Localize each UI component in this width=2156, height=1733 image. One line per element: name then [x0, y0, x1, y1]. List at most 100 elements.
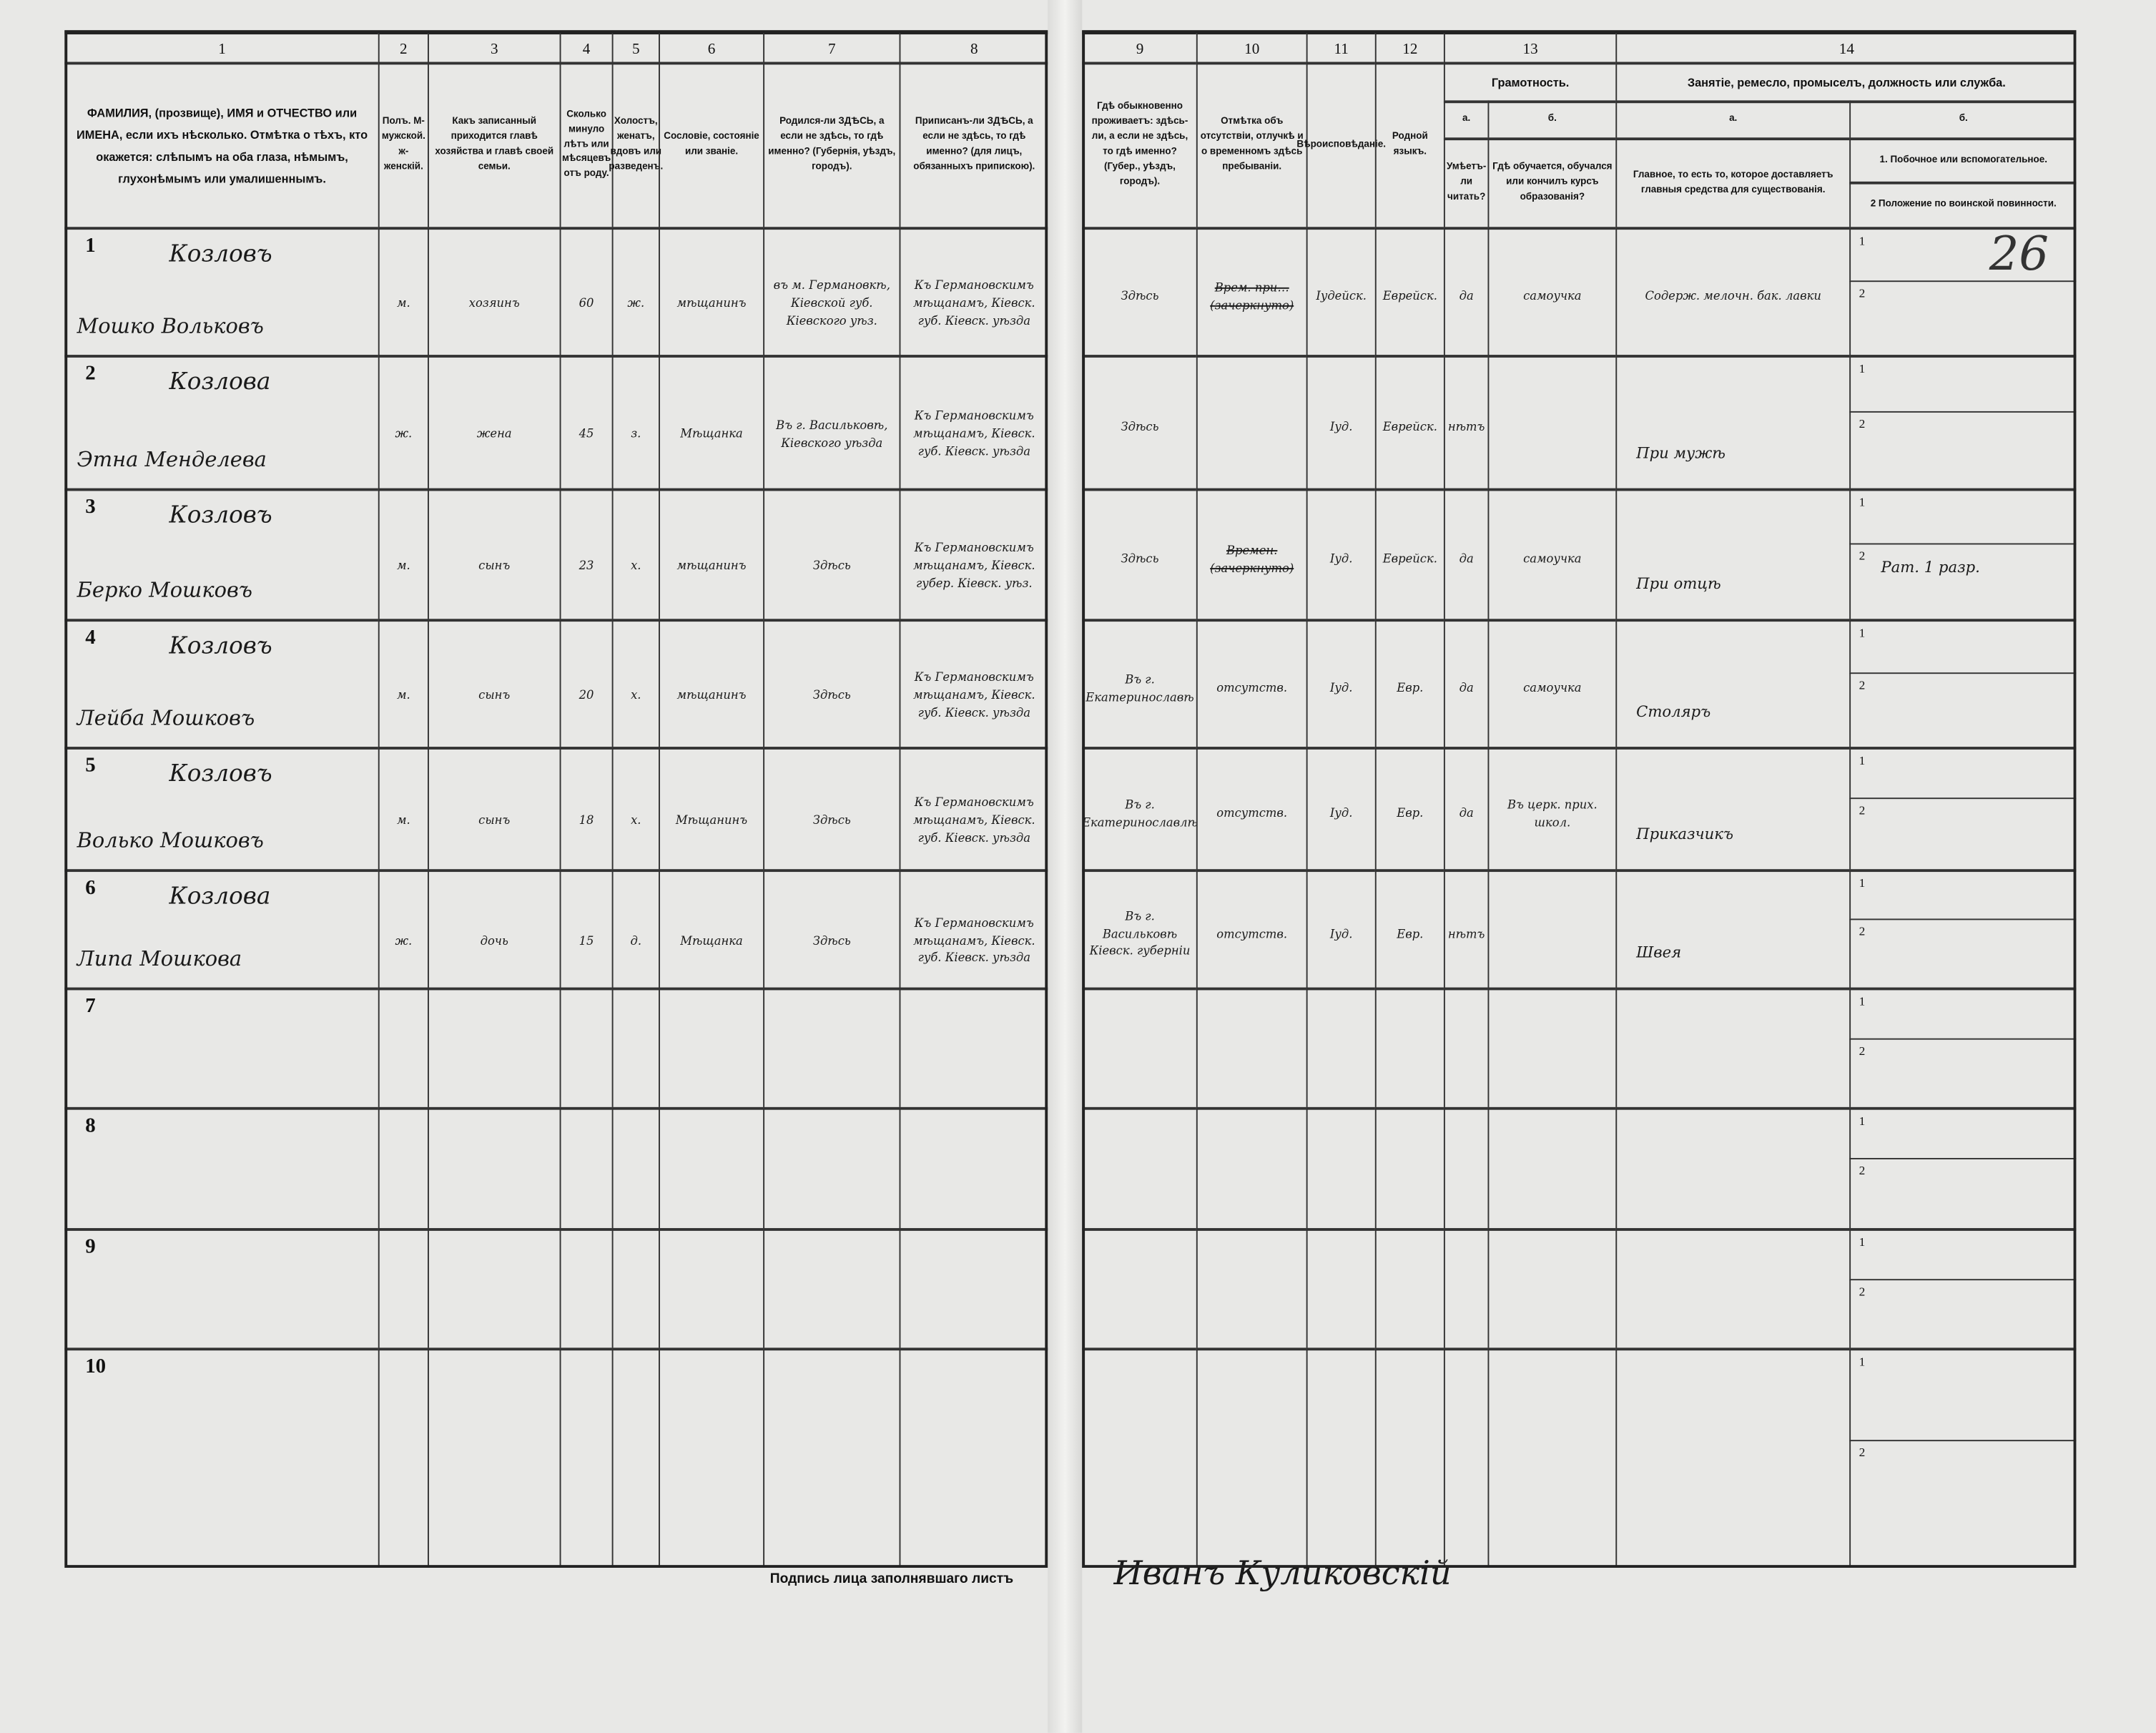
cell-religion [1306, 1347, 1375, 1568]
cell-occupation-side: 1 [1849, 488, 2077, 544]
surname: Козловъ [169, 632, 272, 660]
cell-residence: Здѣсь [1082, 355, 1196, 489]
cell-marital: х. [611, 488, 659, 619]
cell-can_read [1443, 1106, 1488, 1229]
cell-language [1374, 1228, 1444, 1348]
row-number: 6 [85, 877, 96, 900]
cell-language [1374, 1347, 1444, 1568]
cell-age [559, 1106, 612, 1229]
cell-can_read: нѣтъ [1443, 869, 1488, 988]
cell-language: Евр. [1374, 747, 1444, 870]
row-number: 4 [85, 627, 96, 649]
cell-can_read [1443, 987, 1488, 1107]
column-number: 6 [659, 30, 764, 62]
cell-birthplace [763, 1106, 900, 1229]
signature: Иванъ Куликовскій [1113, 1553, 1452, 1593]
cell-relation [427, 987, 560, 1107]
header-c14: Занятіе, ремесло, промыселъ, должность и… [1615, 62, 2077, 101]
header-c2: Полъ. М-мужской. ж-женскій. [378, 62, 428, 227]
cell-estate [659, 1228, 764, 1348]
person-name-cell: 8 [64, 1106, 378, 1229]
cell-language: Евр. [1374, 869, 1444, 988]
cell-can_read: да [1443, 619, 1488, 747]
given-names: Этна Менделева [77, 446, 267, 472]
header-c4: Сколько минуло лѣтъ или мѣсяцевъ отъ род… [559, 62, 612, 227]
cell-education [1487, 1228, 1616, 1348]
header-c13b-letter: б. [1487, 100, 1616, 138]
column-number: 4 [559, 30, 612, 62]
cell-birthplace [763, 1347, 900, 1568]
row-number: 3 [85, 496, 96, 519]
cell-residence: Въ г. Екатеринославлѣ [1082, 747, 1196, 870]
sub-label: 2 [1859, 1044, 1866, 1058]
person-name-cell: 4 Козловъ Лейба Мошковъ [64, 619, 378, 747]
column-number: 3 [427, 30, 560, 62]
sub-label: 2 [1859, 802, 1866, 818]
cell-military-status: 2 [1849, 797, 2077, 870]
cell-language: Еврейск. [1374, 355, 1444, 489]
cell-education [1487, 869, 1616, 988]
cell-education [1487, 1106, 1616, 1229]
column-number: 14 [1615, 30, 2077, 62]
sub-label: 1 [1859, 1114, 1866, 1128]
given-names: Мошко Вольковъ [77, 313, 264, 339]
cell-registered: Къ Германовскимъ мѣщанамъ, Кіевск. губ. … [899, 747, 1048, 870]
cell-occupation-side: 1 [1849, 987, 2077, 1039]
cell-occ_main [1615, 869, 1850, 988]
header-c13: Грамотность. [1443, 62, 1616, 101]
page-fold [1048, 0, 1083, 1733]
sub-label: 1 [1859, 994, 1866, 1008]
cell-can_read [1443, 1347, 1488, 1568]
header-c1: ФАМИЛИЯ, (прозвище), ИМЯ и ОТЧЕСТВО или … [64, 62, 378, 227]
occupation-note: Столяръ [1636, 702, 1711, 721]
cell-estate: Мѣщанка [659, 869, 764, 988]
header-c13a: Умѣетъ-ли читать? [1443, 137, 1488, 227]
header-c7: Родился-ли ЗДѢСЬ, а если не здѣсь, то гд… [763, 62, 900, 227]
sub-label: 1 [1859, 875, 1866, 890]
cell-marital: ж. [611, 227, 659, 355]
column-number: 13 [1443, 30, 1616, 62]
cell-education: самоучка [1487, 488, 1616, 619]
column-number: 12 [1374, 30, 1444, 62]
surname: Козловъ [169, 240, 272, 268]
cell-religion: Іуд. [1306, 619, 1375, 747]
cell-military-status: 2 [1849, 1038, 2077, 1107]
cell-sex: м. [378, 227, 428, 355]
header-c13a-letter: а. [1443, 100, 1488, 138]
cell-occupation-side: 1 [1849, 1228, 2077, 1280]
military-status: Рат. 1 разр. [1881, 558, 1980, 576]
cell-absence: отсутств. [1196, 869, 1306, 988]
cell-marital [611, 1228, 659, 1348]
cell-military-status: 2 [1849, 280, 2077, 355]
person-name-cell: 10 [64, 1347, 378, 1568]
column-number: 8 [899, 30, 1048, 62]
cell-sex: ж. [378, 869, 428, 988]
cell-age: 20 [559, 619, 612, 747]
cell-registered: Къ Германовскимъ мѣщанамъ, Кіевск. губ. … [899, 869, 1048, 988]
row-number: 10 [85, 1355, 107, 1378]
cell-marital: д. [611, 869, 659, 988]
cell-marital: х. [611, 619, 659, 747]
sub-label: 1 [1859, 361, 1866, 375]
header-c3: Какъ записанный приходится главѣ хозяйст… [427, 62, 560, 227]
cell-residence: Въ г. Екатеринославѣ [1082, 619, 1196, 747]
header-c13b: Гдѣ обучается, обучался или кончилъ курс… [1487, 137, 1616, 227]
cell-can_read: нѣтъ [1443, 355, 1488, 489]
sub-label: 1 [1859, 625, 1866, 640]
cell-estate: мѣщанинъ [659, 227, 764, 355]
sub-label: 2 [1859, 549, 1866, 563]
cell-education [1487, 355, 1616, 489]
given-names: Липа Мошкова [77, 946, 242, 971]
cell-relation: сынъ [427, 619, 560, 747]
cell-military-status: 2 [1849, 1157, 2077, 1229]
cell-absence [1196, 1228, 1306, 1348]
cell-registered: Къ Германовскимъ мѣщанамъ, Кіевск. губер… [899, 488, 1048, 619]
cell-estate [659, 987, 764, 1107]
cell-religion [1306, 1106, 1375, 1229]
cell-can_read: да [1443, 227, 1488, 355]
cell-residence [1082, 1106, 1196, 1229]
cell-occ_main [1615, 619, 1850, 747]
column-number: 11 [1306, 30, 1375, 62]
cell-estate: мѣщанинъ [659, 488, 764, 619]
